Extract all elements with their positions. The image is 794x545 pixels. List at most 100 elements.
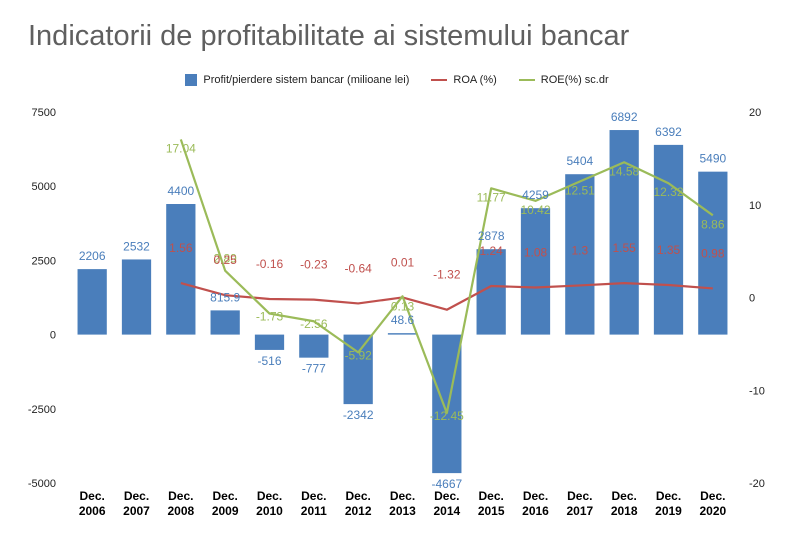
legend-item-roa: ROA (%) (431, 74, 497, 86)
x-tick-label: 2016 (522, 504, 549, 518)
profit-bar (698, 171, 728, 335)
roe-data-label: 8.86 (701, 217, 725, 231)
roa-data-label: 0.98 (701, 246, 725, 260)
x-tick-label: 2011 (301, 504, 327, 518)
x-tick-label: 2013 (389, 504, 416, 518)
x-tick-label: Dec. (523, 489, 548, 503)
roe-line (179, 139, 714, 415)
roa-data-label: 1.24 (479, 244, 503, 258)
x-tick-label: 2017 (566, 504, 593, 518)
profit-bar (432, 334, 462, 474)
roa-data-label: 1.08 (524, 245, 548, 259)
legend-item-profit: Profit/pierdere sistem bancar (milioane … (185, 74, 409, 86)
roa-data-label: 1.55 (612, 241, 636, 255)
x-tick-label: 2018 (611, 504, 638, 518)
legend: Profit/pierdere sistem bancar (milioane … (0, 74, 794, 86)
legend-label-roa: ROA (%) (453, 74, 497, 86)
profit-bar (166, 204, 196, 335)
roa-data-label: 0.25 (213, 253, 237, 267)
roa-data-label: -0.16 (256, 257, 284, 271)
profit-data-label: 48.6 (391, 313, 415, 327)
profit-data-label: 5404 (566, 154, 593, 168)
x-tick-label: Dec. (168, 489, 193, 503)
profit-bar (77, 269, 107, 335)
roe-data-label: -2.56 (300, 317, 328, 331)
roa-data-label: -0.64 (344, 261, 372, 275)
profit-data-label: 2532 (123, 239, 150, 253)
roe-data-label: 10.42 (520, 203, 550, 217)
roa-data-label: 1.35 (657, 243, 681, 257)
roa-data-label: -0.23 (300, 258, 328, 272)
profit-data-label: 2878 (478, 229, 505, 243)
profit-data-label: -516 (257, 354, 281, 368)
x-tick-label: 2006 (79, 504, 106, 518)
profit-bar (121, 259, 152, 335)
roe-data-label: 12.51 (565, 183, 595, 197)
profit-data-label: 4259 (522, 188, 549, 202)
x-tick-label: Dec. (345, 489, 370, 503)
y-right-tick-label: 10 (749, 200, 761, 212)
y-right-tick-label: 0 (749, 293, 755, 305)
profit-bar (387, 333, 418, 335)
roa-data-label: 0.01 (391, 255, 415, 269)
legend-swatch-roe (518, 79, 535, 81)
x-tick-label: 2012 (345, 504, 372, 518)
profit-data-label: 6392 (655, 125, 682, 139)
roe-data-label: 12.32 (653, 185, 683, 199)
roe-data-label: -12.45 (430, 409, 464, 423)
profit-data-label: -777 (302, 362, 326, 376)
x-tick-label: Dec. (656, 489, 681, 503)
x-tick-label: Dec. (79, 489, 104, 503)
x-tick-label: Dec. (567, 489, 592, 503)
y-left-tick-label: 5000 (32, 181, 56, 193)
x-tick-label: 2007 (123, 504, 150, 518)
y-right-tick-label: -10 (749, 385, 765, 397)
profit-bar (210, 310, 240, 335)
profit-bar (565, 174, 595, 335)
profit-bar (520, 208, 551, 335)
y-left-tick-label: -2500 (28, 404, 56, 416)
roe-data-label: 0.13 (391, 299, 415, 313)
y-left-tick-label: 7500 (32, 107, 56, 119)
roa-data-label: 1.56 (169, 241, 193, 255)
x-tick-label: Dec. (611, 489, 636, 503)
roe-data-label: 2.89 (213, 252, 237, 266)
profit-data-label: 2206 (79, 249, 106, 263)
roe-data-label: 11.77 (477, 190, 506, 204)
legend-swatch-profit (185, 74, 198, 86)
roa-data-label: 1.3 (571, 243, 588, 257)
profit-bar (299, 334, 329, 358)
x-tick-label: 2020 (699, 504, 726, 518)
x-tick-label: Dec. (212, 489, 237, 503)
profit-bar (653, 144, 684, 335)
x-tick-label: 2015 (478, 504, 505, 518)
profit-data-label: 815.9 (210, 290, 240, 304)
roe-data-label: -1.73 (256, 310, 284, 324)
x-tick-label: Dec. (700, 489, 725, 503)
profit-bar (609, 130, 639, 335)
y-left-tick-label: 2500 (32, 255, 56, 267)
x-tick-label: 2008 (167, 504, 194, 518)
profit-data-label: -4667 (431, 477, 462, 491)
legend-item-roe: ROE(%) sc.dr (518, 74, 609, 86)
x-tick-label: Dec. (434, 489, 459, 503)
roe-data-label: -5.92 (344, 348, 372, 362)
y-right-tick-label: -20 (749, 478, 765, 490)
profit-data-label: 4400 (167, 184, 194, 198)
x-tick-label: 2010 (256, 504, 283, 518)
y-left-tick-label: 0 (50, 330, 56, 342)
x-tick-label: 2009 (212, 504, 239, 518)
legend-label-profit: Profit/pierdere sistem bancar (milioane … (203, 74, 410, 86)
roe-data-label: 17.04 (166, 141, 196, 155)
x-tick-label: Dec. (301, 489, 326, 503)
y-right-tick-label: 20 (749, 107, 761, 119)
x-tick-label: 2014 (433, 504, 460, 518)
roa-line (180, 281, 713, 311)
legend-label-roe: ROE(%) sc.dr (540, 74, 609, 86)
x-tick-label: Dec. (124, 489, 149, 503)
roa-data-label: -1.32 (433, 268, 461, 282)
y-left-tick-label: -5000 (28, 478, 56, 490)
x-tick-label: Dec. (257, 489, 282, 503)
profit-data-label: 5490 (699, 152, 726, 166)
